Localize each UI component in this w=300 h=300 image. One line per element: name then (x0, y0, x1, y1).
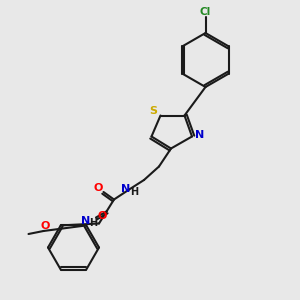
Text: S: S (149, 106, 157, 116)
Text: O: O (93, 183, 103, 194)
Text: N: N (121, 184, 130, 194)
Text: N: N (81, 215, 90, 226)
Text: O: O (98, 211, 107, 221)
Text: O: O (40, 220, 50, 231)
Text: H: H (130, 187, 139, 197)
Text: N: N (195, 130, 204, 140)
Text: H: H (89, 218, 97, 228)
Text: Cl: Cl (200, 7, 211, 17)
